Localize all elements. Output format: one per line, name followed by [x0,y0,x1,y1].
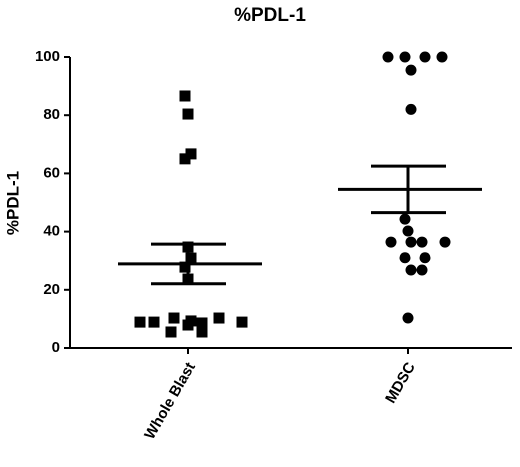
data-point [148,316,160,328]
data-point [196,326,208,338]
x-tick-label: MDSC [382,359,419,406]
y-tick-label: 100 [35,48,60,65]
data-point [179,261,191,273]
data-point [185,252,197,264]
data-point [213,312,225,324]
data-point [416,236,428,248]
data-point [405,236,417,248]
data-point [179,153,191,165]
data-point [182,319,194,331]
data-point [402,225,414,237]
y-tick-label: 40 [43,223,60,240]
data-point [399,51,411,63]
data-point [399,213,411,225]
data-point [196,317,208,329]
data-point [385,236,397,248]
data-point [405,103,417,115]
data-point [236,316,248,328]
data-point [419,252,431,264]
data-point [439,236,451,248]
data-point [405,64,417,76]
y-tick-label: 60 [43,164,60,181]
chart-title: %PDL-1 [234,5,306,26]
y-tick-label: 20 [43,281,60,298]
data-point [185,148,197,160]
data-point [419,51,431,63]
data-point [436,51,448,63]
x-tick-label: Whole Blast [141,359,199,442]
data-point [134,316,146,328]
data-point [402,312,414,324]
data-point [182,108,194,120]
data-point [179,90,191,102]
y-axis-label: %PDL-1 [3,171,22,235]
data-point [399,252,411,264]
data-point [416,264,428,276]
y-tick-label: 80 [43,106,60,123]
data-point [382,51,394,63]
data-point [405,264,417,276]
data-point [165,326,177,338]
data-point [168,312,180,324]
y-tick-label: 0 [52,339,60,356]
